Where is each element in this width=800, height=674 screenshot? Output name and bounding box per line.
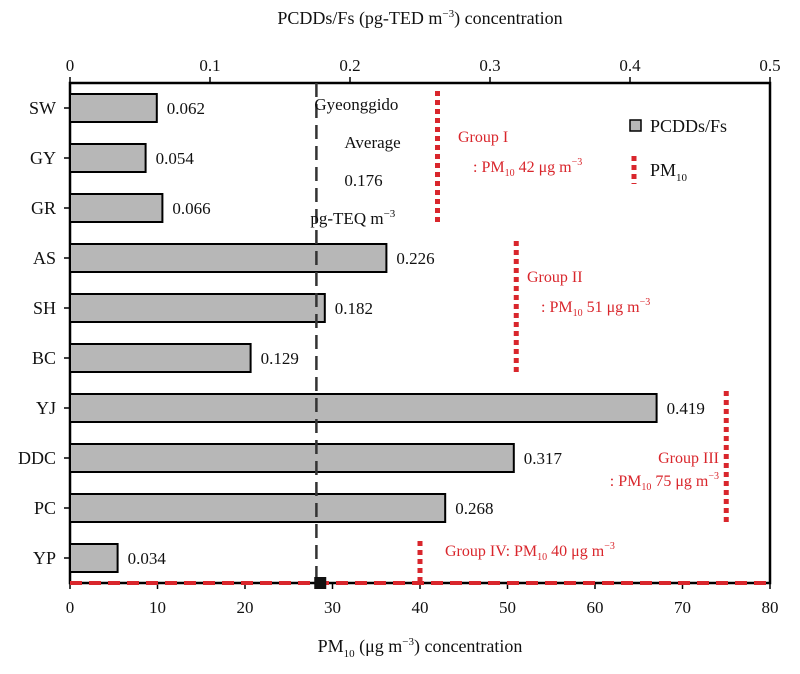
bottom-axis-tick-label: 70 [674,598,691,617]
average-label: Gyeonggido [314,95,398,114]
pm10-group-label: Group III [658,450,719,467]
legend-label-pm10: PM10 [650,160,688,184]
top-axis-tick-label: 0 [66,56,75,75]
category-label: SH [33,298,56,318]
pm10-group-desc: : PM10 51 μg m−3 [541,297,650,319]
top-axis-tick-label: 0.3 [479,56,500,75]
bottom-axis-tick-label: 30 [324,598,341,617]
bar [69,93,158,123]
average-label: pg-TEQ m−3 [310,208,395,228]
bottom-axis-tick-label: 80 [762,598,779,617]
bottom-axis-tick-label: 10 [149,598,166,617]
bottom-axis-tick-label: 0 [66,598,75,617]
bar-value-label: 0.268 [455,499,493,518]
bar-value-label: 0.066 [172,199,210,218]
bar [69,343,252,373]
top-axis-tick-label: 0.1 [199,56,220,75]
category-label: YJ [36,398,56,418]
pm10-group-label: Group IV: PM10 40 μg m−3 [445,541,615,563]
bar [69,293,326,323]
bar-value-label: 0.129 [261,349,299,368]
bar-value-label: 0.034 [128,549,167,568]
top-axis-title: PCDDs/Fs (pg-TED m−3) concentration [277,8,562,29]
bar [69,493,447,523]
bar [69,393,658,423]
pm10-group-desc: : PM10 75 μg m−3 [610,471,719,493]
bar [69,243,388,273]
bar-value-label: 0.317 [524,449,563,468]
category-label: BC [32,348,56,368]
category-label: GY [30,148,56,168]
legend-swatch-pcdds [629,119,642,132]
bottom-axis-title: PM10 (μg m−3) concentration [318,636,523,660]
bottom-axis-tick-label: 40 [412,598,429,617]
category-label: SW [29,98,56,118]
bar [69,143,147,173]
top-axis-tick-label: 0.5 [759,56,780,75]
bar [69,443,515,473]
top-axis-tick-label: 0.2 [339,56,360,75]
pm10-group-desc: : PM10 42 μg m−3 [473,157,582,179]
category-label: DDC [18,448,56,468]
average-label: Average [344,133,400,152]
category-label: GR [31,198,56,218]
bottom-axis-tick-label: 20 [237,598,254,617]
bar-value-label: 0.419 [667,399,705,418]
top-axis-tick-label: 0.4 [619,56,641,75]
pm10-average-marker [314,577,327,589]
bar-value-label: 0.054 [156,149,195,168]
pm10-group-label: Group II [527,269,583,286]
bottom-axis-tick-label: 50 [499,598,516,617]
bar [69,543,119,573]
legend-label-pcdds: PCDDs/Fs [650,116,727,136]
category-label: YP [33,548,56,568]
bar-value-label: 0.226 [396,249,434,268]
bottom-axis-tick-label: 60 [587,598,604,617]
pm10-group-label: Group I [458,129,508,146]
bar-value-label: 0.182 [335,299,373,318]
bar-value-label: 0.062 [167,99,205,118]
category-label: AS [33,248,56,268]
bar [69,193,164,223]
category-label: PC [34,498,56,518]
average-label: 0.176 [344,171,382,190]
